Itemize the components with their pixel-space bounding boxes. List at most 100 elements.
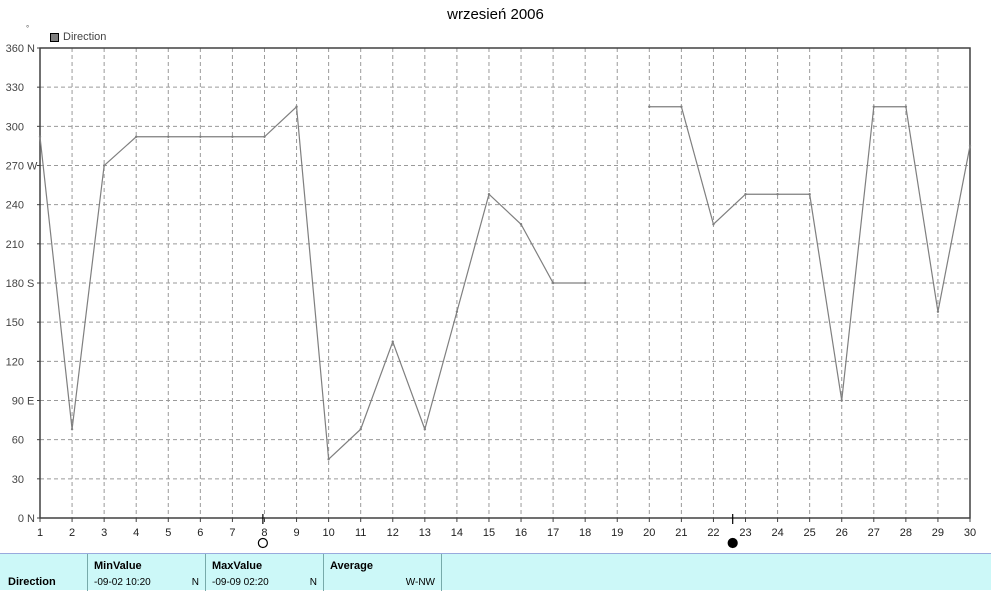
avg-value: W-NW <box>405 577 435 588</box>
x-tick-label: 26 <box>836 527 848 539</box>
y-tick-label: 30 <box>12 474 24 486</box>
series-line-direction <box>39 105 586 461</box>
x-tick-label: 14 <box>451 527 463 539</box>
x-tick-label: 12 <box>387 527 399 539</box>
x-tick-label: 10 <box>322 527 334 539</box>
max-direction: N <box>309 577 317 588</box>
y-tick-label: 150 <box>6 317 24 329</box>
x-tick-label: 7 <box>229 527 235 539</box>
data-point <box>487 193 491 196</box>
x-tick-label: 8 <box>261 527 267 539</box>
y-tick-direction: S <box>27 278 34 290</box>
y-tick-direction: N <box>27 513 35 525</box>
data-point <box>840 399 843 402</box>
x-tick-label: 24 <box>771 527 783 539</box>
stats-row-label-cell: Direction <box>0 554 88 591</box>
stats-row-label: Direction <box>8 576 56 588</box>
x-tick-label: 29 <box>932 527 944 539</box>
x-tick-label: 16 <box>515 527 527 539</box>
y-tick-direction: W <box>27 161 38 173</box>
data-point <box>583 281 587 285</box>
y-tick-label: 270 <box>6 161 24 173</box>
data-point <box>712 223 715 226</box>
max-value: -09-09 02:20 <box>212 577 269 588</box>
data-point <box>38 135 42 138</box>
data-point <box>808 193 811 196</box>
unit-symbol: ° <box>26 24 30 33</box>
y-tick-label: 330 <box>6 82 24 94</box>
y-tick-label: 180 <box>6 278 24 290</box>
x-tick-label: 3 <box>101 527 107 539</box>
x-tick-label: 21 <box>675 527 687 539</box>
data-point <box>904 105 908 108</box>
y-tick-label: 120 <box>6 356 24 368</box>
data-point <box>231 135 234 138</box>
x-tick-label: 30 <box>964 527 976 539</box>
x-tick-label: 25 <box>804 527 816 539</box>
data-point <box>295 105 298 108</box>
y-tick-label: 60 <box>12 435 24 447</box>
x-tick-label: 13 <box>419 527 431 539</box>
stats-avg-cell: Average W-NW <box>324 554 442 591</box>
y-tick-direction: N <box>27 43 35 55</box>
data-point <box>70 428 74 431</box>
stats-min-cell: MinValue -09-02 10:20 N <box>88 554 206 591</box>
y-tick-label: 240 <box>6 200 24 212</box>
stats-max-cell: MaxValue -09-09 02:20 N <box>206 554 324 591</box>
x-tick-label: 17 <box>547 527 559 539</box>
x-tick-label: 1 <box>37 527 43 539</box>
legend-label: Direction <box>63 31 107 43</box>
y-tick-direction: E <box>27 396 34 408</box>
y-tick-label: 0 <box>18 513 24 525</box>
x-tick-label: 9 <box>293 527 299 539</box>
x-tick-label: 5 <box>165 527 171 539</box>
data-point <box>423 428 427 431</box>
chart-title: wrzesień 2006 <box>447 6 544 23</box>
data-point <box>648 105 651 108</box>
x-tick-label: 27 <box>868 527 880 539</box>
stats-panel: Direction MinValue -09-02 10:20 N MaxVal… <box>0 553 991 591</box>
avg-header: Average <box>330 560 374 572</box>
max-header: MaxValue <box>212 560 263 572</box>
x-tick-label: 19 <box>611 527 623 539</box>
new-moon-icon <box>727 537 738 549</box>
data-point <box>744 193 747 196</box>
min-header: MinValue <box>94 560 142 572</box>
min-direction: N <box>191 577 199 588</box>
data-point <box>102 164 106 167</box>
x-tick-label: 18 <box>579 527 591 539</box>
x-tick-label: 23 <box>739 527 751 539</box>
x-tick-label: 15 <box>483 527 495 539</box>
x-tick-label: 20 <box>643 527 655 539</box>
y-tick-label: 210 <box>6 239 24 251</box>
legend: Direction <box>50 31 106 43</box>
data-point <box>519 223 523 226</box>
data-point <box>680 105 683 108</box>
x-tick-label: 4 <box>133 527 139 539</box>
x-tick-label: 28 <box>900 527 912 539</box>
data-point <box>327 458 330 461</box>
data-point <box>776 193 779 196</box>
legend-swatch <box>50 32 59 42</box>
data-point <box>872 105 875 108</box>
x-tick-label: 11 <box>355 527 366 539</box>
data-point <box>968 144 972 148</box>
min-value: -09-02 10:20 <box>94 577 151 588</box>
y-tick-label: 300 <box>6 121 24 133</box>
data-point <box>936 310 940 313</box>
full-moon-icon <box>257 537 268 549</box>
data-point <box>135 135 138 138</box>
data-point <box>551 281 555 285</box>
data-point <box>359 428 362 431</box>
x-tick-label: 2 <box>69 527 75 539</box>
data-point <box>199 135 202 138</box>
data-point <box>167 135 170 138</box>
y-tick-label: 360 <box>6 43 24 55</box>
data-point <box>391 340 394 343</box>
y-tick-label: 90 <box>12 396 24 408</box>
x-tick-label: 22 <box>707 527 719 539</box>
data-point <box>263 135 266 138</box>
data-point <box>455 310 459 313</box>
x-tick-label: 6 <box>197 527 203 539</box>
